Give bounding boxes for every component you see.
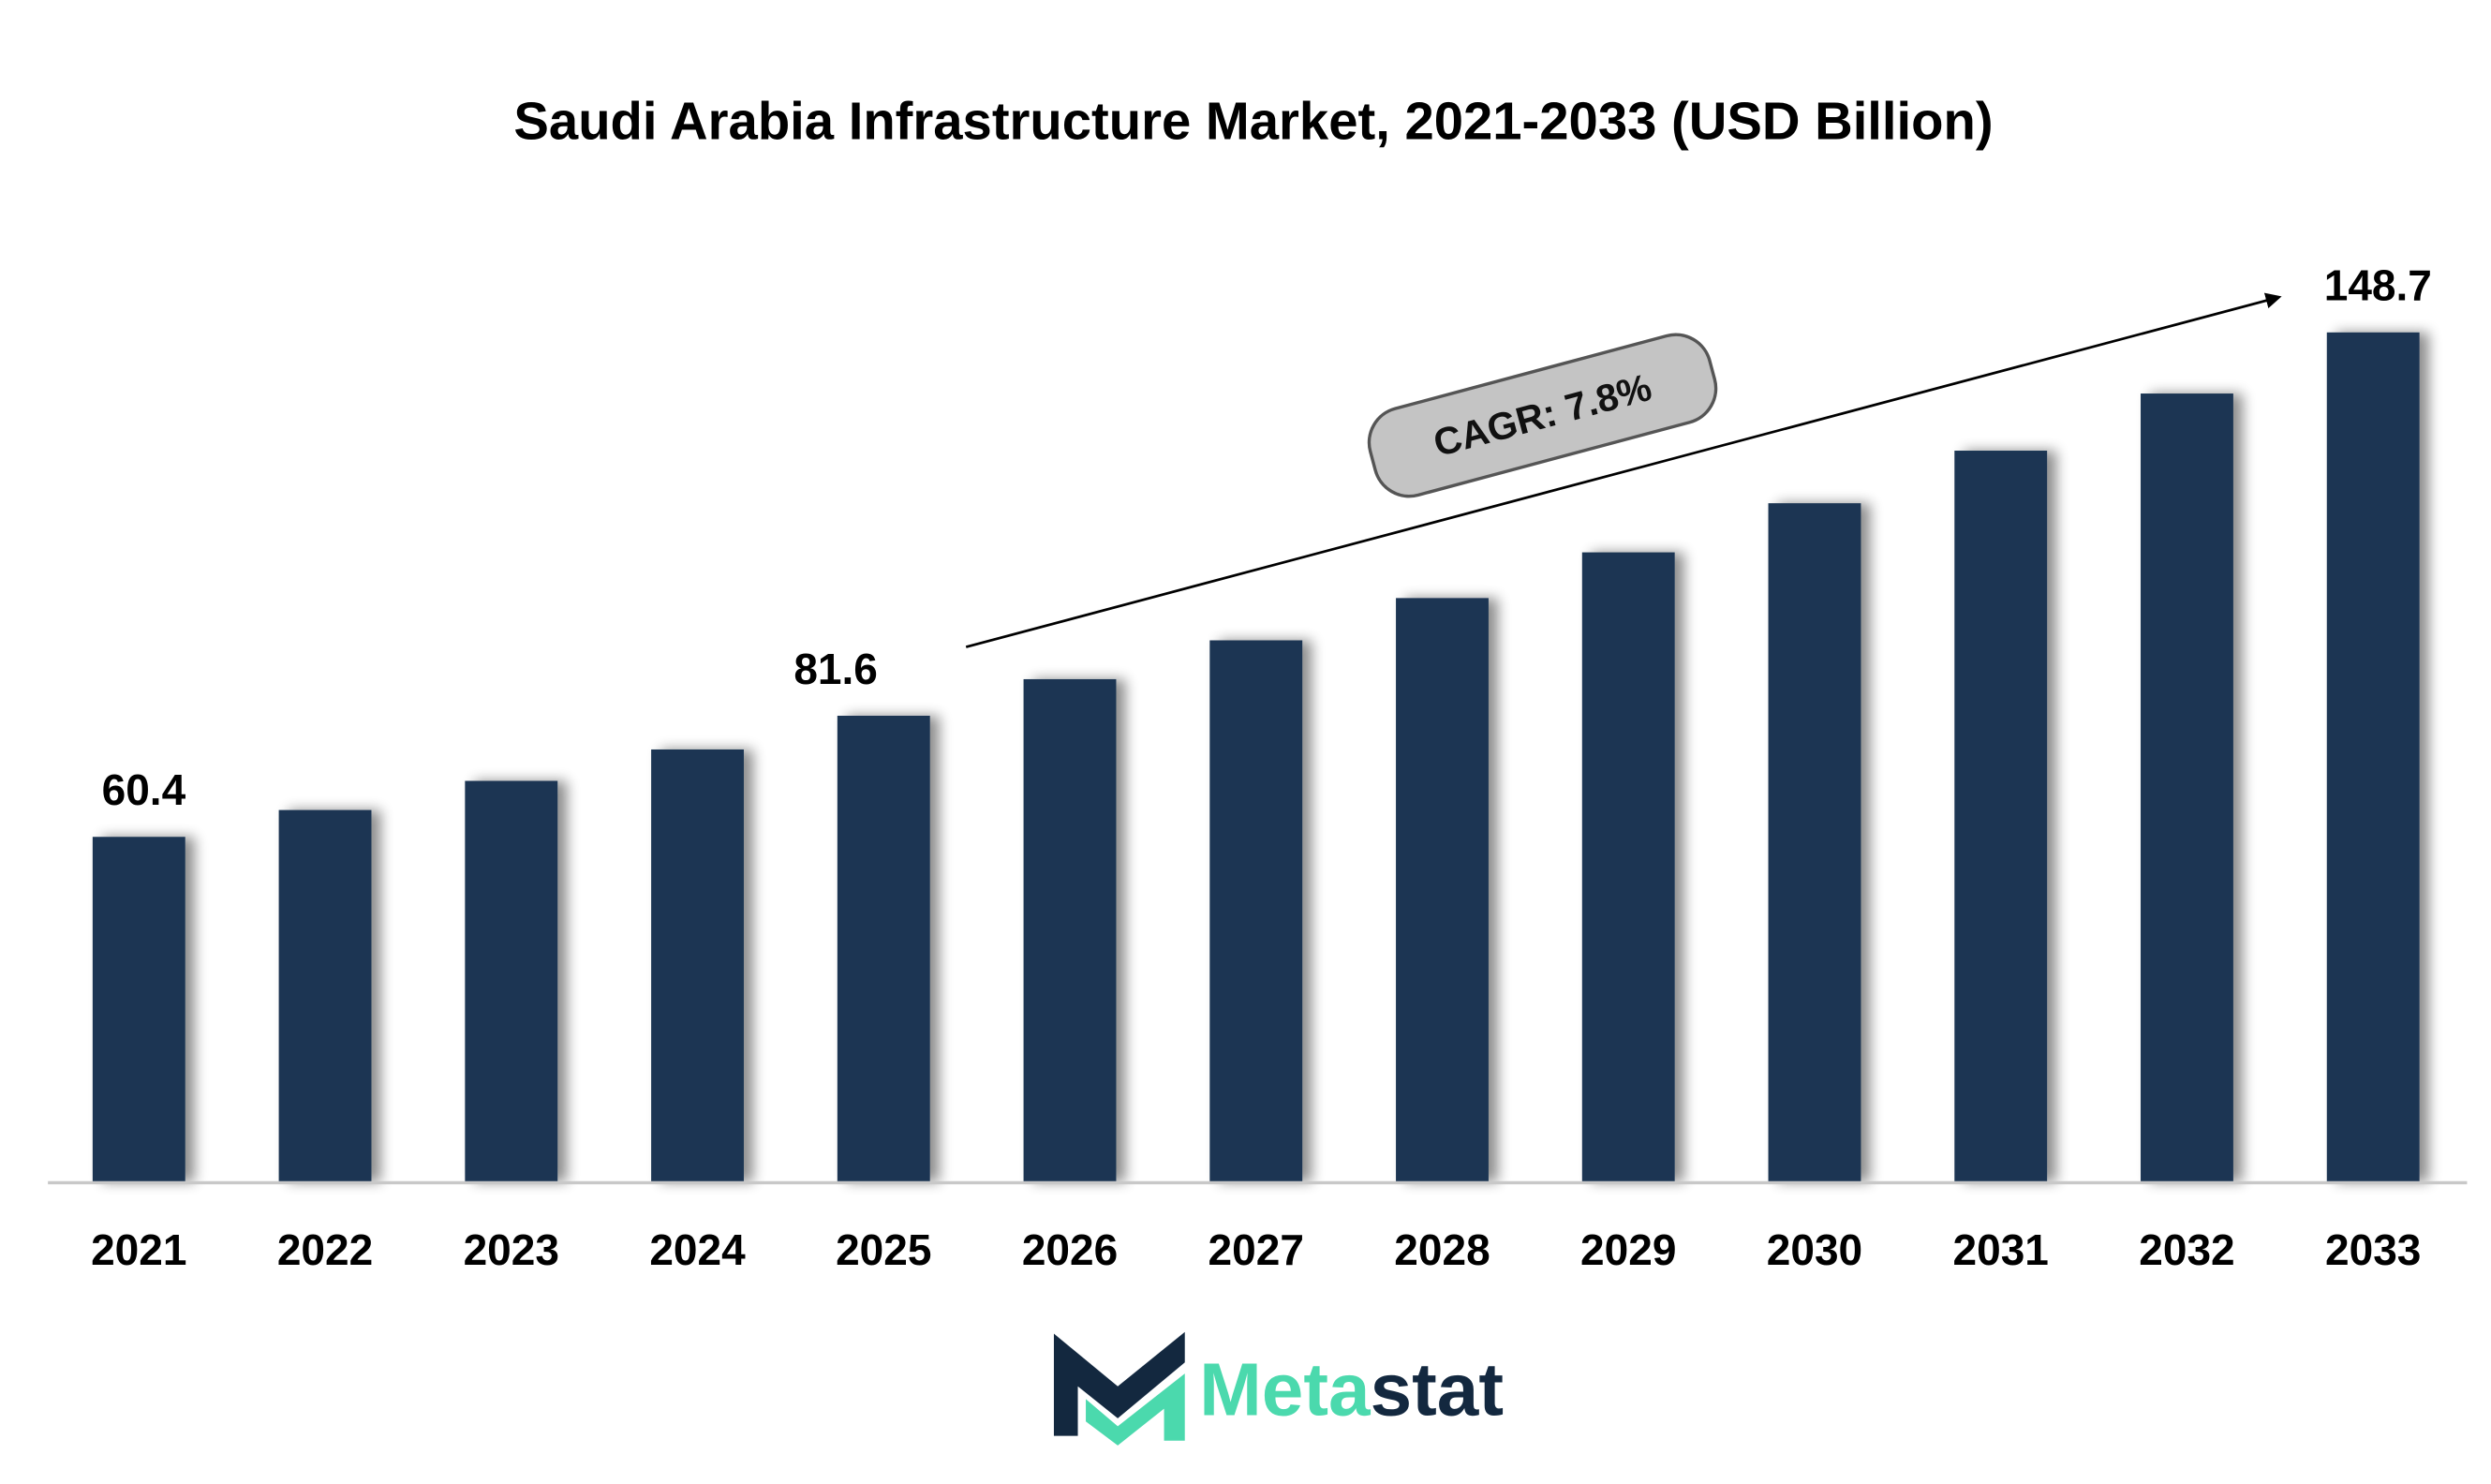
x-tick-label-2022: 2022 — [277, 1225, 373, 1274]
bar-2033 — [2326, 332, 2420, 1182]
x-tick-label-2031: 2031 — [1953, 1225, 2049, 1274]
bars-group — [92, 332, 2420, 1182]
logo-text-stat: stat — [1371, 1346, 1504, 1431]
x-tick-label-2023: 2023 — [464, 1225, 559, 1274]
bar-2030 — [1768, 503, 1861, 1182]
data-label-2033: 148.7 — [2324, 261, 2432, 310]
x-tick-label-2026: 2026 — [1022, 1225, 1118, 1274]
data-label-2025: 81.6 — [793, 645, 878, 693]
x-tick-labels: 2021 2022 2023 2024 2025 2026 2027 2028 2029 2030… — [91, 1225, 2421, 1274]
bar-2024 — [651, 749, 744, 1182]
x-tick-label-2028: 2028 — [1394, 1225, 1490, 1274]
bar-2031 — [1954, 451, 2048, 1182]
cagr-arrow — [965, 292, 2282, 648]
metastat-logo: Metastat — [1053, 1331, 1504, 1446]
bar-2029 — [1581, 552, 1675, 1182]
x-tick-label-2025: 2025 — [836, 1225, 931, 1274]
bar-2025 — [837, 715, 930, 1182]
data-label-2021: 60.4 — [102, 765, 186, 814]
x-tick-label-2024: 2024 — [649, 1225, 746, 1274]
chart-title: Saudi Arabia Infrastructure Market, 2021… — [513, 92, 1993, 151]
bar-2026 — [1023, 678, 1117, 1182]
bar-2027 — [1209, 640, 1303, 1182]
cagr-pill — [1367, 333, 1718, 498]
x-tick-label-2030: 2030 — [1767, 1225, 1862, 1274]
logo-text-meta: Meta — [1199, 1346, 1372, 1431]
x-tick-label-2032: 2032 — [2139, 1225, 2234, 1274]
data-labels: 60.4 81.6 148.7 — [102, 261, 2432, 814]
metastat-m-icon — [1053, 1331, 1185, 1446]
x-tick-label-2033: 2033 — [2325, 1225, 2421, 1274]
bar-2028 — [1396, 598, 1489, 1182]
logo-text: Metastat — [1199, 1346, 1504, 1431]
bar-2022 — [278, 809, 372, 1182]
x-tick-label-2027: 2027 — [1208, 1225, 1304, 1274]
x-tick-label-2021: 2021 — [91, 1225, 186, 1274]
x-tick-label-2029: 2029 — [1580, 1225, 1676, 1274]
bar-2021 — [92, 837, 185, 1182]
cagr-callout: CAGR: 7.8% — [1367, 333, 1718, 498]
bar-2032 — [2141, 393, 2233, 1182]
bar-2023 — [465, 780, 558, 1182]
